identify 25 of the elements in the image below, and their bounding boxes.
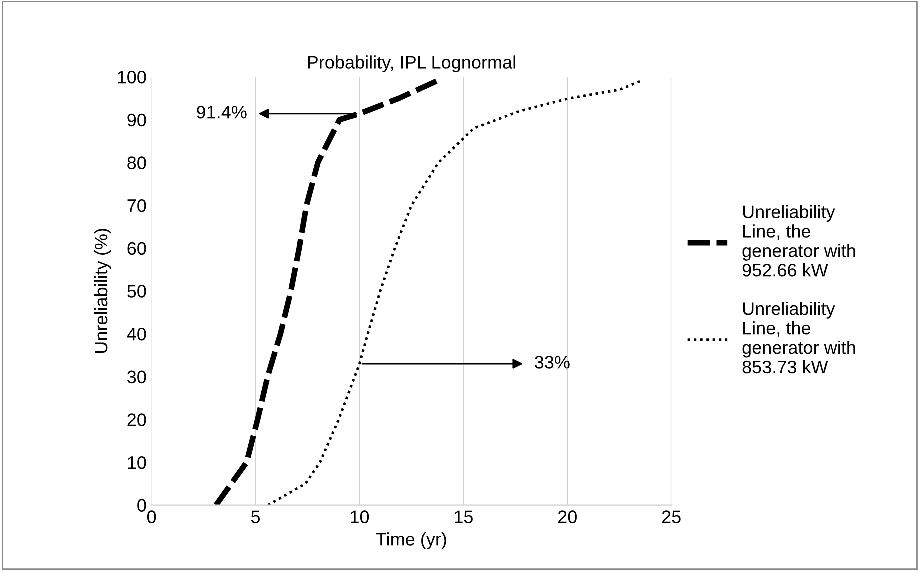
x-tick-label: 15	[455, 510, 473, 524]
x-tick-label: 20	[558, 510, 577, 524]
annotation: 91.4%	[197, 106, 247, 119]
y-tick-label: 80	[128, 156, 146, 170]
annotation: 33%	[535, 356, 570, 369]
x-tick-label: 0	[147, 510, 156, 524]
legend-label: Unreliability Line, the generator with 853.73 kW	[742, 302, 856, 374]
y-tick-label: 30	[128, 370, 146, 384]
y-tick-label: 10	[128, 456, 146, 470]
legend-label: Unreliability Line, the generator with 952.66 kW	[742, 205, 856, 277]
y-axis-title: Unreliability (%)	[94, 229, 112, 354]
x-tick-label: 10	[351, 510, 370, 524]
y-tick-label: 90	[128, 114, 146, 127]
y-tick-label: 60	[128, 242, 146, 256]
x-tick-label: 25	[662, 510, 681, 524]
y-tick-label: 70	[128, 199, 146, 212]
y-tick-label: 50	[128, 285, 146, 298]
y-tick-label: 100	[118, 71, 146, 84]
y-tick-label: 0	[138, 499, 146, 512]
y-tick-label: 40	[127, 328, 146, 341]
y-tick-label: 20	[128, 414, 146, 426]
chart-title: Probability, IPL Lognormal	[308, 56, 516, 72]
x-axis-title: Time (yr)	[376, 532, 446, 550]
x-tick-label: 5	[251, 510, 260, 524]
line-series	[266, 80, 642, 506]
